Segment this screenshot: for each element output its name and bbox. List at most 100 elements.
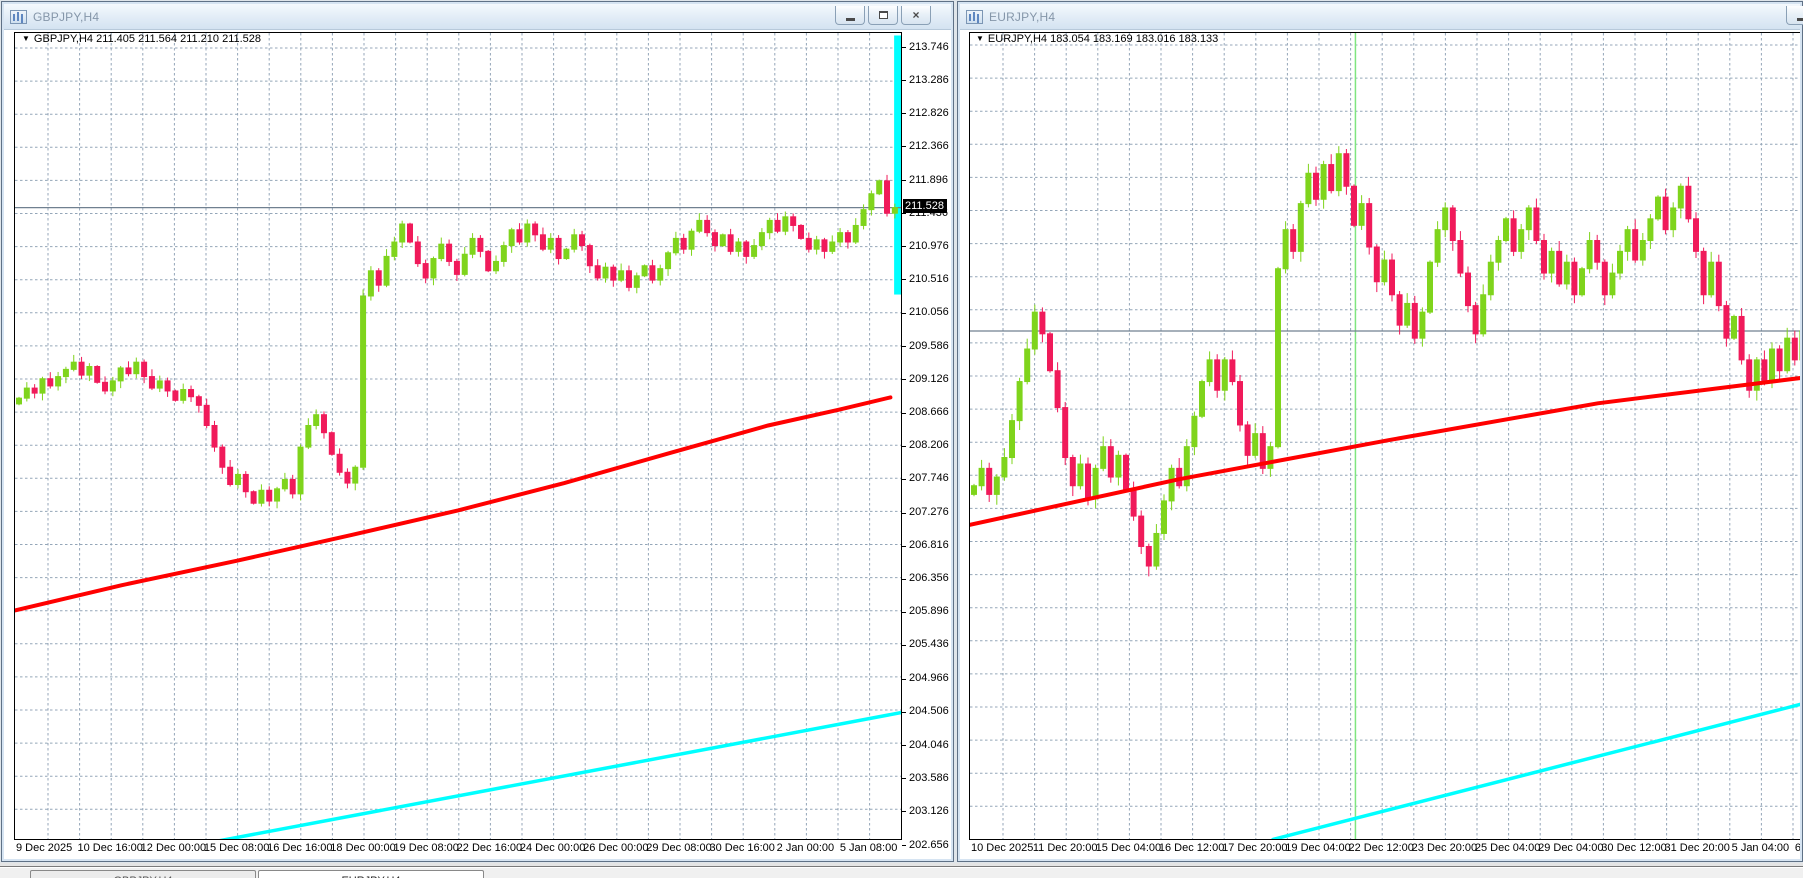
price-tick	[902, 845, 906, 847]
time-axis-label: 25 Dec 04:00	[1474, 842, 1541, 854]
ohlc-header: ▼ EURJPY,H4 183.054 183.169 183.016 183.1…	[976, 33, 1219, 45]
time-axis-label: 9 Dec 2025	[16, 842, 73, 854]
price-axis-label: 203.586	[909, 771, 949, 784]
price-axis-label: 213.746	[909, 40, 949, 53]
minimize-icon	[845, 17, 855, 21]
time-axis[interactable]: 9 Dec 2025 10 Dec 16:00 12 Dec 00:00 15 Dec…	[14, 842, 900, 858]
price-axis-label: 206.816	[909, 539, 949, 552]
time-axis-label: 19 Dec 04:00	[1285, 842, 1351, 854]
price-tick	[902, 644, 906, 646]
dropdown-arrow-icon: ▼	[976, 34, 984, 43]
price-axis-label: 203.126	[909, 804, 949, 817]
time-axis[interactable]: 10 Dec 2025 11 Dec 20:00 15 Dec 04:00 16 De…	[969, 842, 1800, 858]
minimize-icon	[1796, 17, 1803, 21]
chart-window-icon	[10, 9, 27, 24]
close-icon: ×	[912, 8, 920, 22]
time-axis-label: 16 Dec 12:00	[1158, 842, 1225, 854]
price-tick	[902, 379, 906, 381]
minimize-button[interactable]	[1786, 6, 1803, 25]
price-axis-label: 210.516	[909, 272, 949, 285]
time-axis-label: 29 Dec 04:00	[1538, 842, 1604, 854]
restore-button[interactable]	[868, 6, 898, 25]
price-tick	[902, 146, 906, 148]
price-axis-label: 209.126	[909, 372, 949, 385]
price-tick	[902, 611, 906, 613]
price-axis-label: 210.976	[909, 239, 949, 252]
time-axis-label: 12 Dec 00:00	[140, 842, 207, 854]
price-axis-label: 204.966	[909, 672, 949, 685]
time-axis-label: 18 Dec 00:00	[330, 842, 396, 854]
price-tick	[902, 478, 906, 480]
window-title: EURJPY,H4	[989, 9, 1056, 24]
price-tick	[902, 578, 906, 580]
time-axis-label: 2 Jan 00:00	[776, 842, 835, 854]
time-axis-label: 22 Dec 16:00	[456, 842, 523, 854]
price-tick	[902, 312, 906, 314]
time-axis-label: 23 Dec 20:00	[1411, 842, 1478, 854]
price-axis-label: 210.056	[909, 306, 949, 319]
window-title: GBPJPY,H4	[33, 9, 100, 24]
price-tick	[902, 113, 906, 115]
current-price-box: 211.528	[903, 199, 947, 214]
chart-window-gbpjpy: GBPJPY,H4 × ▼ GBPJPY,H4 211.405 211.564 2…	[1, 1, 954, 862]
time-axis-label: 15 Dec 08:00	[203, 842, 270, 854]
price-tick	[902, 346, 906, 348]
price-tick	[902, 512, 906, 514]
time-axis-label: 5 Jan 08:00	[839, 842, 898, 854]
ohlc-header: ▼ GBPJPY,H4 211.405 211.564 211.210 211.5…	[22, 33, 262, 45]
candlestick-plot[interactable]	[15, 33, 901, 839]
price-axis-label: 211.896	[909, 173, 948, 186]
price-tick	[902, 745, 906, 746]
time-axis-label: 19 Dec 08:00	[393, 842, 459, 854]
time-axis-label: 10 Dec 2025	[971, 842, 1034, 854]
price-axis-label: 204.046	[909, 738, 949, 751]
time-axis-label: 30 Dec 12:00	[1601, 842, 1667, 854]
chart-area-gbpjpy[interactable]: ▼ GBPJPY,H4 211.405 211.564 211.210 211.5…	[4, 30, 951, 859]
chart-window-icon	[966, 9, 983, 24]
price-axis-label: 207.746	[909, 472, 949, 485]
plot-frame	[14, 32, 902, 840]
window-titlebar[interactable]: GBPJPY,H4 ×	[4, 4, 951, 30]
price-tick	[902, 213, 906, 215]
price-axis-label: 205.436	[909, 638, 949, 651]
time-axis-label: 24 Dec 00:00	[519, 842, 586, 854]
workspace-bottom-strip	[0, 863, 1803, 867]
price-tick	[902, 412, 906, 414]
price-axis-label: 206.356	[909, 572, 949, 585]
price-tick	[902, 445, 906, 447]
price-axis-label: 205.896	[909, 605, 949, 618]
time-axis-label: 17 Dec 20:00	[1222, 842, 1288, 854]
price-tick	[902, 279, 906, 281]
time-axis-label: 16 Dec 16:00	[267, 842, 333, 854]
time-axis-label: 22 Dec 12:00	[1348, 842, 1414, 854]
time-axis-label: 10 Dec 16:00	[77, 842, 143, 854]
candlestick-plot[interactable]	[970, 33, 1800, 839]
price-tick	[902, 778, 906, 780]
price-tick	[902, 246, 906, 248]
restore-icon	[878, 11, 888, 19]
minimize-button[interactable]	[835, 6, 865, 25]
price-axis-label: 202.656	[909, 838, 949, 851]
window-titlebar[interactable]: EURJPY,H4 ×	[960, 4, 1803, 30]
tab-eurjpy[interactable]: EURJPY,H4	[258, 870, 484, 878]
close-button[interactable]: ×	[901, 6, 931, 25]
tab-gbpjpy[interactable]: GBPJPY,H4	[30, 870, 256, 878]
price-axis-label: 208.666	[909, 406, 949, 419]
time-axis-label: 5 Jan 04:00	[1731, 842, 1790, 854]
price-tick	[902, 711, 906, 713]
price-tick	[902, 678, 906, 680]
chart-area-eurjpy[interactable]: ▼ EURJPY,H4 183.054 183.169 183.016 183.1…	[960, 30, 1800, 859]
price-axis-label: 212.366	[909, 139, 949, 152]
price-tick	[902, 47, 906, 48]
time-axis-label: 31 Dec 20:00	[1664, 842, 1730, 854]
time-axis-label: 6 Jan 12:00	[1794, 842, 1800, 854]
chart-tab-bar: GBPJPY,H4 EURJPY,H4	[0, 867, 1803, 878]
time-axis-label: 11 Dec 20:00	[1032, 842, 1098, 854]
price-axis-label: 209.586	[909, 339, 949, 352]
price-axis-label: 204.506	[909, 705, 949, 718]
price-tick	[902, 80, 906, 82]
time-axis-label: 26 Dec 00:00	[583, 842, 649, 854]
price-axis-label: 213.286	[909, 73, 949, 86]
price-axis[interactable]: 213.746213.286212.826212.366211.896211.4…	[902, 32, 951, 856]
